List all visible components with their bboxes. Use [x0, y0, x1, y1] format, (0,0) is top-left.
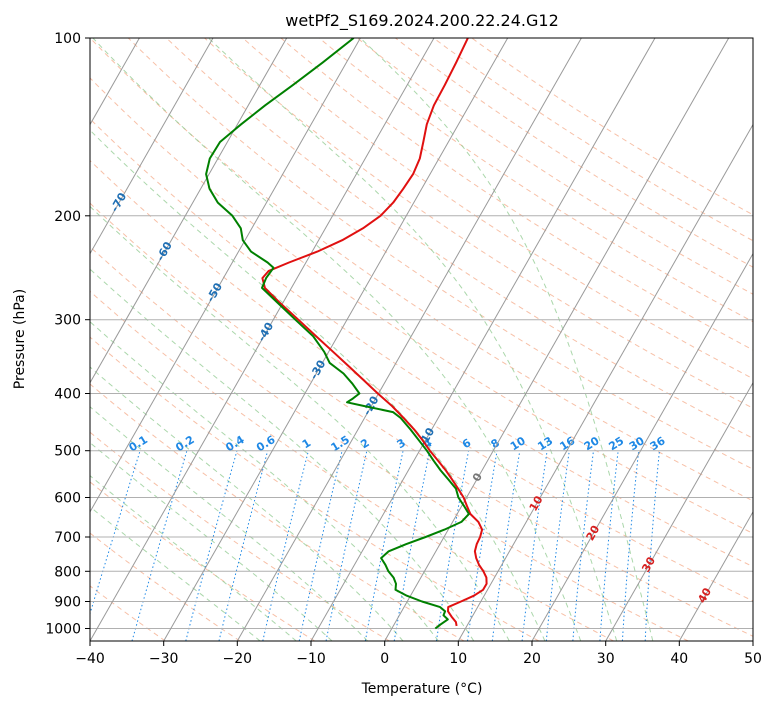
isotherm-line: [90, 38, 361, 513]
mixing-ratio-line: [364, 450, 404, 641]
dry-adiabat-line: [471, 38, 753, 216]
mixing-ratio-line: [131, 450, 188, 641]
dry-adiabat-line: [90, 202, 753, 637]
dry-adiabat-line: [90, 77, 753, 534]
moist-adiabat-line: [90, 321, 439, 641]
isotherm-line: [90, 38, 214, 255]
x-tick-label: 20: [523, 651, 541, 667]
y-tick-label: 100: [54, 31, 81, 47]
y-axis-label: Pressure (hPa): [12, 289, 28, 389]
y-tick-label: 500: [54, 444, 81, 460]
mixing-ratio-line: [467, 450, 498, 641]
dry-adiabat-line: [90, 159, 753, 602]
x-axis-label: Temperature (°C): [361, 681, 483, 697]
moist-adiabat-line: [90, 129, 546, 641]
mixing-ratio-line: [262, 450, 309, 641]
moist-adiabat-line: [90, 506, 261, 641]
isotherm-line: [310, 38, 656, 641]
mixing-ratio-line: [325, 450, 368, 641]
axes-frame: [89, 37, 754, 642]
x-tick-label: 50: [744, 651, 762, 667]
dewpoint-profile-line: [205, 38, 470, 630]
y-tick-label: 300: [54, 313, 81, 329]
y-tick-label: 600: [54, 491, 81, 507]
y-tick-label: 400: [54, 387, 81, 403]
y-tick-label: 700: [54, 530, 81, 546]
moist-adiabat-line: [90, 268, 475, 641]
x-tick-label: −20: [223, 651, 253, 667]
x-tick-label: −40: [75, 651, 105, 667]
moist-adiabat-line: [90, 406, 368, 641]
x-tick-label: 30: [597, 651, 615, 667]
isotherm-line: [678, 510, 753, 641]
chart-title: wetPf2_S169.2024.200.22.24.G12: [285, 11, 559, 31]
mixing-ratio-line: [393, 450, 431, 641]
x-tick-label: 10: [449, 651, 467, 667]
moist-adiabat-line: [90, 475, 297, 641]
y-tick-label: 200: [54, 209, 81, 225]
y-tick-label: 900: [54, 595, 81, 611]
mixing-ratio-line: [90, 450, 141, 616]
axes: −40 −30 −20 −10 0 10 20 30 40 50 1000 900 800 700 600 5…: [45, 31, 762, 667]
dry-adiabat-line: [166, 38, 753, 439]
dry-adiabat-line: [90, 336, 540, 641]
x-tick-label: 0: [380, 651, 389, 667]
mixing-ratio-line: [491, 450, 521, 641]
isotherm-line: [605, 381, 753, 641]
moist-adiabat-line: [90, 441, 333, 641]
isotherm-line: [163, 38, 509, 641]
dry-adiabat-line: [127, 38, 753, 470]
dry-adiabat-line: [280, 38, 753, 351]
dry-adiabat-line: [90, 532, 241, 641]
dry-adiabat-line: [90, 118, 753, 568]
mixing-ratio-line: [218, 450, 269, 641]
temperature-profile-line: [261, 38, 488, 627]
x-tick-label: 40: [670, 651, 688, 667]
mixing-ratio-line: [298, 450, 343, 641]
isotherm-line: [531, 252, 753, 641]
mixing-ratio-line: [185, 450, 238, 641]
dry-adiabat-line: [90, 38, 753, 502]
x-tick-label: −10: [296, 651, 326, 667]
isotherm-line: [457, 123, 753, 641]
y-tick-label: 1000: [45, 622, 81, 638]
plot-area: 0.10.20.40.611.52346810131620253036-100-…: [90, 38, 753, 641]
dry-adiabat-line: [204, 38, 753, 409]
isotherm-line: [90, 38, 435, 641]
isotherm-line: [90, 38, 288, 384]
dry-adiabat-line: [395, 38, 753, 268]
isotherm-line: [236, 38, 582, 641]
y-tick-label: 800: [54, 564, 81, 580]
moist-adiabat-line: [90, 205, 510, 641]
moist-adiabat-line: [90, 366, 404, 641]
dry-adiabat-line: [433, 38, 753, 242]
dry-adiabat-line: [242, 38, 753, 380]
x-tick-label: −30: [149, 651, 179, 667]
moist-adiabat-line: [208, 38, 618, 641]
isotherm-line: [384, 38, 730, 641]
